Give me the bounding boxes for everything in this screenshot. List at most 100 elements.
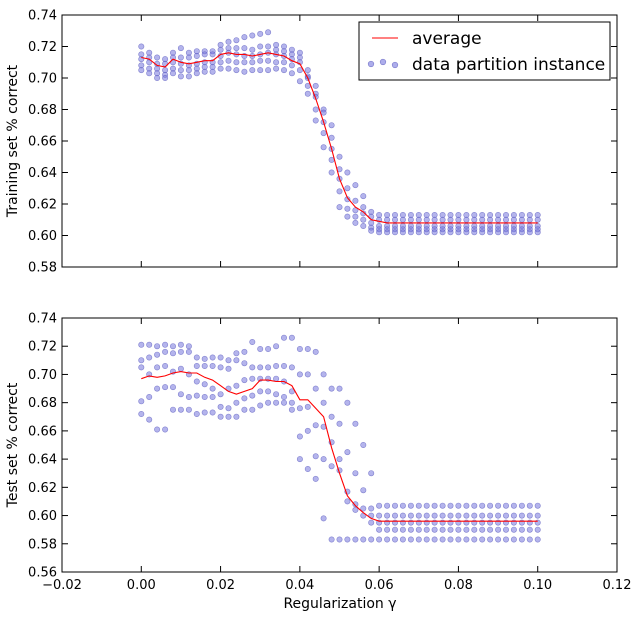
training-scatter-point [304,67,311,74]
test-scatter-point [154,364,161,371]
test-scatter-point [249,392,256,399]
test-scatter-point [447,502,454,509]
test-scatter-point [510,512,517,519]
test-scatter-point [233,350,240,357]
test-scatter-point [146,341,153,348]
test-scatter-point [407,512,414,519]
training-scatter-point [265,67,272,74]
test-scatter-point [138,364,145,371]
training-scatter-point [336,153,343,160]
test-scatter-point [296,371,303,378]
test-scatter-point [455,512,462,519]
test-scatter-point [193,378,200,385]
test-scatter-point [177,406,184,413]
test-scatter-point [201,393,208,400]
test-average-line [141,371,538,522]
test-scatter-point [201,355,208,362]
test-scatter-point [273,391,280,398]
test-scatter-point [138,357,145,364]
test-scatter-point [431,512,438,519]
training-scatter-point [510,229,517,236]
test-scatter-point [526,526,533,533]
test-scatter-point [273,399,280,406]
x-axis-label: Regularization γ [283,596,396,612]
test-scatter-point [280,393,287,400]
training-scatter-point [296,78,303,85]
test-scatter-point [399,536,406,543]
training-scatter-point [415,229,422,236]
training-scatter-point [439,229,446,236]
test-scatter-point [312,385,319,392]
test-scatter-point [225,405,232,412]
training-scatter-point [288,62,295,69]
training-scatter-point [241,45,248,52]
test-scatter-point [193,392,200,399]
training-scatter-point [455,216,462,223]
test-scatter-point [376,526,383,533]
test-scatter-point [344,536,351,543]
test-scatter-point [288,406,295,413]
test-scatter-point [534,512,541,519]
training-scatter-point [479,216,486,223]
test-scatter-point [170,406,177,413]
test-scatter-point [384,512,391,519]
test-scatter-point [510,502,517,509]
training-y-tick-label: 0.70 [28,72,57,87]
test-scatter-point [487,526,494,533]
test-scatter-point [376,502,383,509]
test-scatter-point [510,536,517,543]
training-scatter-point [249,59,256,66]
training-scatter-point [138,43,145,50]
test-scatter-point [185,406,192,413]
test-scatter-point [170,350,177,357]
test-scatter-point [304,345,311,352]
test-scatter-point [209,393,216,400]
test-scatter-point [177,365,184,372]
training-scatter-point [510,216,517,223]
test-scatter-point [249,338,256,345]
training-scatter-point [384,229,391,236]
test-scatter-point [415,526,422,533]
training-scatter-point [249,67,256,74]
training-scatter-point [312,82,319,89]
training-scatter-point [360,204,367,211]
test-scatter-point [439,502,446,509]
training-scatter-point [201,51,208,58]
test-scatter-point [162,426,169,433]
training-scatter-point [225,38,232,45]
test-scatter-point [225,365,232,372]
training-panel: 0.58 0.60 0.62 0.64 0.66 0.68 0.70 0.72 0.74 Tra… [5,9,618,276]
training-scatter-point [177,73,184,80]
test-scatter-point [487,502,494,509]
training-scatter-point [162,75,169,82]
training-y-tick-label: 0.72 [28,40,57,55]
test-scatter-point [360,536,367,543]
training-scatter-point [360,223,367,230]
training-scatter-point [534,229,541,236]
test-scatter-point [447,512,454,519]
test-scatter-point [162,362,169,369]
training-scatter-point [439,216,446,223]
test-scatter-point [376,512,383,519]
legend-scatter-swatch-3 [391,61,399,69]
test-scatter-point [352,470,359,477]
test-scatter-point [344,399,351,406]
training-scatter-point [352,182,359,189]
training-scatter-point [487,216,494,223]
training-scatter-point [344,185,351,192]
test-y-tick-label: 0.62 [28,481,57,496]
test-scatter-point [257,388,264,395]
test-y-tick-label: 0.60 [28,509,57,524]
test-scatter-point [249,406,256,413]
test-y-tick-label: 0.72 [28,340,57,355]
training-scatter-point [518,216,525,223]
test-scatter-point [304,465,311,472]
training-scatter-point [495,229,502,236]
training-scatter-point [138,67,145,74]
test-scatter-point [455,536,462,543]
test-scatter-point [193,354,200,361]
training-scatter-point [423,216,430,223]
legend-scatter-swatch-2 [379,58,387,66]
training-y-axis-label: Training set % correct [5,64,21,218]
training-scatter-point [138,56,145,63]
